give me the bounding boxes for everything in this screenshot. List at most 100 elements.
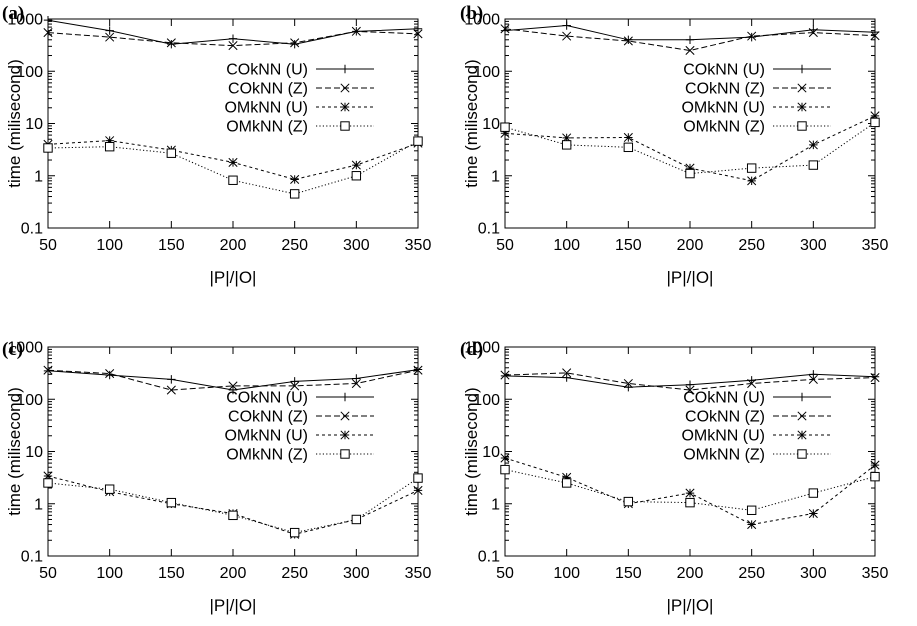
data-point bbox=[43, 15, 53, 25]
y-tick-label: 0.1 bbox=[21, 549, 43, 566]
data-point bbox=[43, 28, 53, 38]
data-point bbox=[870, 471, 880, 482]
data-point bbox=[413, 136, 423, 146]
data-point bbox=[623, 132, 633, 143]
series-line bbox=[47, 475, 419, 535]
data-point bbox=[105, 369, 115, 379]
series-line bbox=[47, 140, 419, 195]
legend-label: OMkNN (U) bbox=[681, 100, 765, 117]
legend-label: OMkNN (Z) bbox=[226, 447, 308, 464]
x-tick-label: 350 bbox=[405, 237, 432, 254]
y-tick-label: 100 bbox=[16, 64, 43, 81]
data-point bbox=[808, 508, 818, 519]
y-tick-label: 1 bbox=[491, 168, 500, 185]
x-tick-label: 150 bbox=[158, 237, 185, 254]
panel-label: (c) bbox=[2, 339, 23, 360]
x-tick-label: 100 bbox=[96, 237, 123, 254]
legend-label: COkNN (Z) bbox=[685, 409, 765, 426]
series-3 bbox=[43, 471, 423, 539]
legend-marker bbox=[340, 121, 350, 131]
data-point bbox=[562, 21, 571, 30]
x-tick-label: 200 bbox=[677, 237, 704, 254]
legend-label: OMkNN (U) bbox=[224, 100, 308, 117]
legend-marker bbox=[340, 102, 350, 112]
data-point bbox=[624, 35, 633, 44]
panel-label: (b) bbox=[460, 3, 483, 24]
y-tick-label: 0.1 bbox=[478, 221, 500, 238]
data-point bbox=[685, 380, 695, 389]
legend-marker bbox=[340, 83, 350, 93]
legend-marker bbox=[797, 121, 807, 131]
data-point bbox=[105, 136, 115, 146]
data-point bbox=[870, 31, 880, 41]
legend-label: COkNN (Z) bbox=[685, 81, 765, 98]
data-point bbox=[413, 473, 423, 483]
x-axis-title: |P|/|O| bbox=[210, 596, 257, 615]
x-tick-label: 300 bbox=[343, 565, 370, 582]
data-point bbox=[623, 496, 634, 507]
data-point bbox=[228, 510, 238, 521]
y-axis-title: time (milisecond) bbox=[5, 387, 24, 515]
legend-marker bbox=[340, 449, 350, 459]
data-point bbox=[561, 478, 572, 488]
panel-label: (a) bbox=[2, 3, 24, 24]
data-point bbox=[870, 111, 880, 121]
data-point bbox=[105, 26, 114, 35]
x-tick-label: 50 bbox=[39, 565, 57, 582]
data-point bbox=[104, 141, 115, 152]
x-tick-label: 350 bbox=[862, 237, 889, 254]
x-axis-title: |P|/|O| bbox=[667, 268, 714, 287]
data-point bbox=[747, 176, 757, 186]
series-3 bbox=[500, 453, 880, 530]
series-4 bbox=[43, 473, 423, 538]
data-point bbox=[413, 365, 423, 375]
legend-marker bbox=[797, 102, 807, 112]
data-point bbox=[870, 372, 880, 381]
data-point bbox=[104, 484, 115, 494]
data-point bbox=[500, 370, 510, 380]
data-point bbox=[685, 35, 695, 44]
data-point bbox=[43, 365, 53, 375]
x-tick-label: 150 bbox=[158, 565, 185, 582]
data-point bbox=[351, 171, 362, 181]
data-point bbox=[562, 472, 572, 482]
data-point bbox=[562, 133, 572, 143]
series-4 bbox=[500, 464, 880, 515]
data-point bbox=[351, 26, 361, 36]
x-tick-label: 100 bbox=[96, 565, 123, 582]
x-tick-label: 250 bbox=[281, 565, 308, 582]
legend-marker bbox=[340, 392, 350, 402]
series-4 bbox=[43, 136, 423, 199]
legend-label: OMkNN (Z) bbox=[683, 447, 765, 464]
legend-label: COkNN (U) bbox=[683, 390, 765, 407]
legend-label: COkNN (Z) bbox=[228, 81, 308, 98]
legend: COkNN (U) COkNN (Z) OMkNN (U) OMkNN (Z) bbox=[681, 62, 831, 136]
legend-marker bbox=[797, 64, 807, 74]
legend-marker bbox=[340, 411, 350, 421]
series-1 bbox=[43, 365, 423, 395]
y-tick-label: 1 bbox=[491, 496, 500, 513]
x-tick-label: 100 bbox=[553, 565, 580, 582]
data-point bbox=[808, 374, 818, 384]
chart-panel-2: (b) 0.1 1 10 100 1000 50 100 150 200 250 300 350 |P|/… bbox=[460, 3, 888, 287]
data-point bbox=[808, 140, 818, 150]
data-point bbox=[290, 174, 300, 184]
data-point bbox=[562, 368, 572, 378]
data-point bbox=[289, 527, 300, 538]
x-tick-label: 200 bbox=[220, 237, 247, 254]
series-1 bbox=[500, 21, 880, 44]
x-tick-label: 250 bbox=[738, 237, 765, 254]
y-tick-label: 100 bbox=[473, 392, 500, 409]
data-point bbox=[500, 453, 510, 463]
data-point bbox=[500, 122, 510, 132]
data-point bbox=[43, 143, 53, 153]
data-point bbox=[352, 374, 361, 383]
data-point bbox=[167, 39, 176, 49]
chart-panel-1: (a) 0.1 1 10 100 1000 50 100 150 200 250 300 350 |P|/… bbox=[2, 3, 431, 287]
data-point bbox=[105, 370, 114, 380]
data-point bbox=[870, 460, 880, 470]
data-point bbox=[500, 128, 510, 138]
y-tick-label: 1000 bbox=[464, 12, 500, 29]
data-point bbox=[290, 39, 299, 49]
